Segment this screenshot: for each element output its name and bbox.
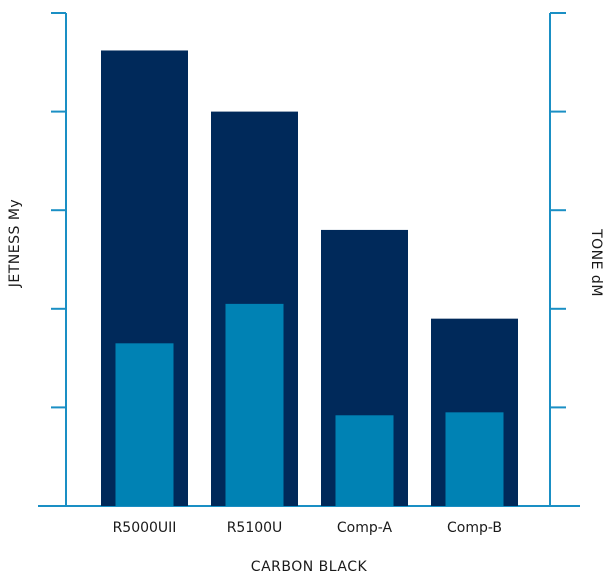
right-axis-title: TONE dM	[588, 228, 604, 297]
bar-tone	[225, 303, 284, 506]
x-tick-label: R5000UII	[113, 520, 177, 536]
bar-tone	[445, 412, 504, 506]
left-ticks	[51, 12, 66, 409]
x-tick-label: Comp-B	[447, 520, 502, 536]
x-tick-label: R5100U	[227, 520, 283, 536]
x-tick-label: Comp-A	[337, 520, 393, 536]
bars	[101, 50, 518, 507]
bar-tone	[115, 343, 174, 506]
bar-tone	[335, 415, 394, 506]
x-axis-title: CARBON BLACK	[251, 559, 368, 575]
right-ticks	[550, 12, 566, 409]
x-tick-labels: R5000UII R5100U Comp-A Comp-B	[113, 520, 502, 536]
left-axis-title: JETNESS My	[7, 199, 23, 288]
